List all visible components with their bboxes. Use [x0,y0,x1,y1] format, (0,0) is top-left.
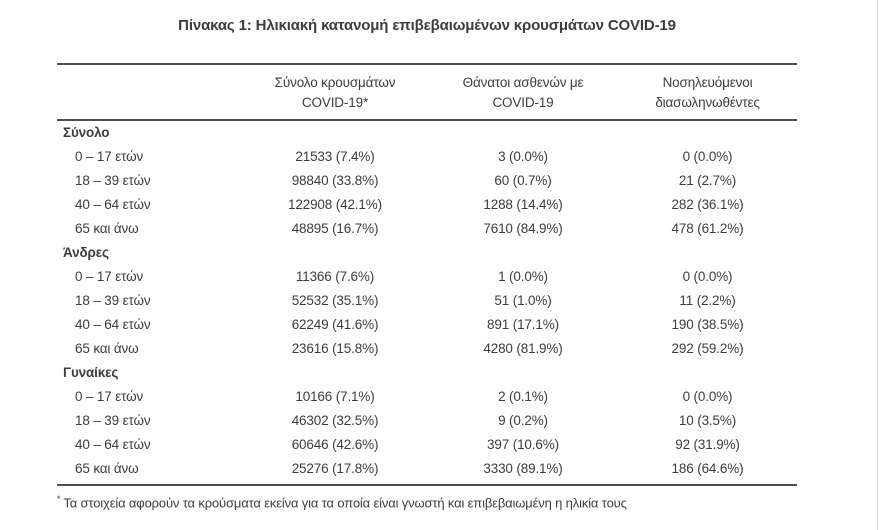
section-label: Γυναίκες [63,364,119,380]
header-total-cases-line1: Σύνολο κρουσμάτων [274,75,396,90]
cases-cell: 21533 (7.4%) [295,148,375,164]
deaths-cell: 3330 (89.1%) [483,460,563,476]
deaths-cell: 4280 (81.9%) [483,340,563,356]
cases-cell: 25276 (17.8%) [291,460,379,476]
age-cell: 0 – 17 ετών [75,148,144,164]
deaths-cell: 3 (0.0%) [498,148,548,164]
table-row: 18 – 39 ετών 46302 (32.5%) 9 (0.2%) 10 (3.5… [57,408,797,432]
section-row: Άνδρες [57,240,797,264]
table-row: 0 – 17 ετών 21533 (7.4%) 3 (0.0%) 0 (0.0%) [57,144,797,168]
cases-cell: 98840 (33.8%) [291,172,379,188]
cases-cell: 23616 (15.8%) [291,340,379,356]
page-edge-divider [877,0,878,530]
deaths-cell: 397 (10.6%) [487,436,559,452]
table-row: 0 – 17 ετών 11366 (7.6%) 1 (0.0%) 0 (0.0%) [57,264,797,288]
header-total-cases-line2: COVID-19* [301,95,369,110]
age-cell: 40 – 64 ετών [75,316,151,332]
cases-cell: 48895 (16.7%) [291,220,379,236]
footnote: * Τα στοιχεία αφορούν τα κρούσματα εκείνα… [57,491,797,511]
intubated-cell: 10 (3.5%) [678,412,737,428]
intubated-cell: 11 (2.2%) [679,292,736,308]
deaths-cell: 2 (0.1%) [498,388,548,404]
intubated-cell: 92 (31.9%) [675,436,740,452]
intubated-cell: 21 (2.7%) [678,172,737,188]
age-cell: 0 – 17 ετών [75,268,144,284]
deaths-cell: 51 (1.0%) [494,292,552,308]
table-wrap: Σύνολο κρουσμάτων COVID-19* Θάνατοι ασθε… [57,63,797,486]
header-deaths-line2: COVID-19 [492,95,554,110]
header-intubated-line2: διασωληνωθέντες [655,95,760,110]
footnote-marker: * [57,494,61,504]
cases-cell: 52532 (35.1%) [291,292,379,308]
intubated-cell: 0 (0.0%) [682,148,733,164]
age-cell: 0 – 17 ετών [75,388,144,404]
table-row: 40 – 64 ετών 60646 (42.6%) 397 (10.6%) 92 (… [57,432,797,456]
age-cell: 65 και άνω [75,220,139,236]
deaths-cell: 60 (0.7%) [494,172,552,188]
page-title: Πίνακας 1: Ηλικιακή κατανομή επιβεβαιωμέ… [178,17,676,34]
table-row: 65 και άνω 25276 (17.8%) 3330 (89.1%) 186 (… [57,456,797,480]
header-empty [57,64,242,121]
header-intubated-line1: Νοσηλευόμενοι [662,75,753,90]
header-row: Σύνολο κρουσμάτων COVID-19* Θάνατοι ασθε… [57,64,797,121]
age-cell: 18 – 39 ετών [75,172,151,188]
cases-cell: 122908 (42.1%) [288,196,382,212]
cases-cell: 46302 (32.5%) [291,412,379,428]
deaths-cell: 1288 (14.4%) [483,196,563,212]
table-row: 18 – 39 ετών 98840 (33.8%) 60 (0.7%) 21 (2.… [57,168,797,192]
deaths-cell: 7610 (84.9%) [483,220,563,236]
intubated-cell: 186 (64.6%) [671,460,744,476]
age-cell: 18 – 39 ετών [75,412,151,428]
section-label: Σύνολο [63,125,110,140]
table-header: Σύνολο κρουσμάτων COVID-19* Θάνατοι ασθε… [57,64,797,121]
section-row: Γυναίκες [57,360,797,384]
intubated-cell: 292 (59.2%) [671,340,744,356]
intubated-cell: 190 (38.5%) [671,316,744,332]
footnote-text: Τα στοιχεία αφορούν τα κρούσματα εκείνα … [63,495,627,511]
deaths-cell: 9 (0.2%) [498,412,548,428]
cases-cell: 60646 (42.6%) [291,436,379,452]
table-row: 65 και άνω 48895 (16.7%) 7610 (84.9%) 478 (… [57,216,797,240]
intubated-cell: 0 (0.0%) [682,388,733,404]
cases-cell: 10166 (7.1%) [295,388,375,404]
deaths-cell: 1 (0.0%) [498,268,548,284]
intubated-cell: 478 (61.2%) [671,220,744,236]
cases-cell: 11366 (7.6%) [295,268,375,284]
header-intubated: Νοσηλευόμενοι διασωληνωθέντες [618,64,797,121]
table-row: 0 – 17 ετών 10166 (7.1%) 2 (0.1%) 0 (0.0%) [57,384,797,408]
table-body: Σύνολο 0 – 17 ετών 21533 (7.4%) 3 (0.0%) 0 (… [57,120,797,480]
section-label: Άνδρες [63,244,109,260]
section-row: Σύνολο [57,120,797,144]
table-row: 40 – 64 ετών 122908 (42.1%) 1288 (14.4%) 28… [57,192,797,216]
table-panel: Πίνακας 1: Ηλικιακή κατανομή επιβεβαιωμέ… [57,0,797,511]
intubated-cell: 282 (36.1%) [671,196,744,212]
intubated-cell: 0 (0.0%) [682,268,733,284]
header-deaths: Θάνατοι ασθενών με COVID-19 [428,64,618,121]
covid-age-table: Σύνολο κρουσμάτων COVID-19* Θάνατοι ασθε… [57,63,797,480]
age-cell: 65 και άνω [75,340,139,356]
deaths-cell: 891 (17.1%) [487,316,559,332]
table-row: 40 – 64 ετών 62249 (41.6%) 891 (17.1%) 190 … [57,312,797,336]
table-row: 18 – 39 ετών 52532 (35.1%) 51 (1.0%) 11 (2.… [57,288,797,312]
age-cell: 40 – 64 ετών [75,196,151,212]
age-cell: 65 και άνω [75,460,139,476]
age-cell: 18 – 39 ετών [75,292,151,308]
header-total-cases: Σύνολο κρουσμάτων COVID-19* [242,64,428,121]
cases-cell: 62249 (41.6%) [291,316,379,332]
age-cell: 40 – 64 ετών [75,436,151,452]
table-row: 65 και άνω 23616 (15.8%) 4280 (81.9%) 292 (… [57,336,797,360]
header-deaths-line1: Θάνατοι ασθενών με [462,75,584,90]
